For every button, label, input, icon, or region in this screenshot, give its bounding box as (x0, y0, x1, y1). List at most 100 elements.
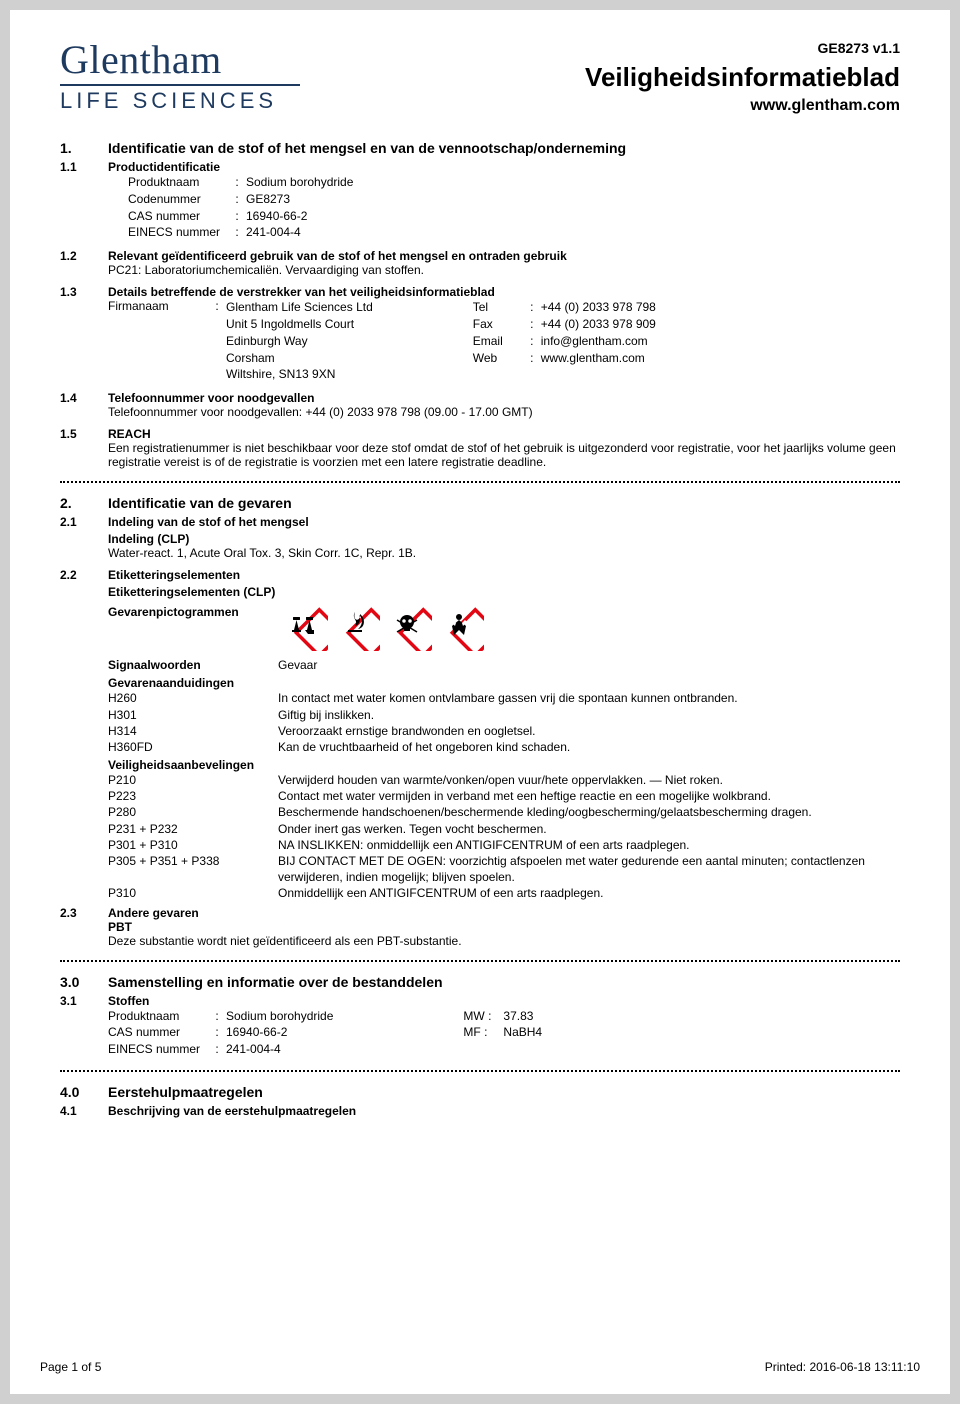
ghs-flame-icon (330, 601, 380, 651)
label: Gevarenaanduidingen (108, 676, 900, 690)
sub-num: 3.1 (60, 994, 108, 1058)
value: Sodium borohydride (226, 1008, 333, 1025)
text: Deze substantie wordt niet geïdentificee… (108, 934, 900, 948)
sec-num: 3.0 (60, 974, 108, 990)
header: Glentham LIFE SCIENCES GE8273 v1.1 Veili… (60, 40, 900, 115)
sub-title: Telefoonnummer voor noodgevallen (108, 391, 900, 405)
doc-web: www.glentham.com (585, 97, 900, 115)
sub-title: Beschrijving van de eerstehulpmaatregele… (108, 1104, 900, 1118)
addr-line: Unit 5 Ingoldmells Court (226, 316, 373, 333)
ghs-corrosion-icon (278, 601, 328, 651)
value: 37.83 (503, 1008, 533, 1025)
label: CAS nummer (108, 1024, 208, 1041)
section-divider (60, 1070, 900, 1072)
addr-line: Glentham Life Sciences Ltd (226, 299, 373, 316)
label: MF : (463, 1024, 503, 1041)
prec-code: P305 + P351 + P338 (108, 853, 278, 885)
sub-title: Stoffen (108, 994, 900, 1008)
label: EINECS nummer (108, 1041, 208, 1058)
text: Een registratienummer is niet beschikbaa… (108, 441, 900, 469)
haz-text: In contact met water komen ontvlambare g… (278, 690, 900, 706)
label: Produktnaam (108, 1008, 208, 1025)
sub-num: 2.3 (60, 906, 108, 948)
section-2: 2. Identificatie van de gevaren 2.1 Inde… (60, 495, 900, 947)
haz-text: Veroorzaakt ernstige brandwonden en oogl… (278, 723, 900, 739)
value: Sodium borohydride (246, 174, 353, 191)
sub-num: 2.1 (60, 515, 108, 560)
header-right: GE8273 v1.1 Veiligheidsinformatieblad ww… (585, 40, 900, 115)
label: Tel (473, 299, 523, 316)
prec-text: BIJ CONTACT MET DE OGEN: voorzichtig afs… (278, 853, 900, 885)
doc-code: GE8273 v1.1 (585, 40, 900, 56)
sec-title: Samenstelling en informatie over de best… (108, 974, 443, 990)
label: Codenummer (128, 191, 228, 208)
value: 241-004-4 (246, 224, 301, 241)
sub-title: REACH (108, 427, 900, 441)
label: Etiketteringselementen (CLP) (108, 585, 900, 599)
footer: Page 1 of 5 Printed: 2016-06-18 13:11:10 (40, 1360, 920, 1374)
haz-code: H301 (108, 707, 278, 723)
addr-line: Corsham (226, 350, 373, 367)
page-number: Page 1 of 5 (40, 1360, 101, 1374)
prec-text: Verwijderd houden van warmte/vonken/open… (278, 772, 900, 788)
logo-rule (60, 84, 300, 86)
prec-code: P310 (108, 885, 278, 901)
value: GE8273 (246, 191, 290, 208)
value: Gevaar (278, 657, 900, 673)
label: Veiligheidsaanbevelingen (108, 758, 900, 772)
doc-title: Veiligheidsinformatieblad (585, 62, 900, 93)
sub-title: Andere gevaren (108, 906, 900, 920)
section-4: 4.0 Eerstehulpmaatregelen 4.1 Beschrijvi… (60, 1084, 900, 1118)
sub-num: 1.4 (60, 391, 108, 419)
prec-code: P301 + P310 (108, 837, 278, 853)
value: 16940-66-2 (246, 208, 307, 225)
label: MW : (463, 1008, 503, 1025)
sub-title: Etiketteringselementen (108, 568, 900, 582)
value: +44 (0) 2033 978 909 (541, 316, 656, 333)
label: Email (473, 333, 523, 350)
label: CAS nummer (128, 208, 228, 225)
sec-num: 2. (60, 495, 108, 511)
prec-text: Onmiddellijk een ANTIGIFCENTRUM of een a… (278, 885, 900, 901)
ghs-skull-icon (382, 601, 432, 651)
prec-code: P231 + P232 (108, 821, 278, 837)
value: info@glentham.com (541, 333, 648, 350)
logo-block: Glentham LIFE SCIENCES (60, 40, 300, 115)
prec-text: Beschermende handschoenen/beschermende k… (278, 804, 900, 820)
haz-code: H314 (108, 723, 278, 739)
text: Telefoonnummer voor noodgevallen: +44 (0… (108, 405, 900, 419)
sub-title: Relevant geïdentificeerd gebruik van de … (108, 249, 900, 263)
ghs-health-hazard-icon (434, 601, 484, 651)
value: NaBH4 (503, 1024, 542, 1041)
text: PC21: Laboratoriumchemicaliën. Vervaardi… (108, 263, 900, 277)
sub-num: 1.3 (60, 285, 108, 383)
value: +44 (0) 2033 978 798 (541, 299, 656, 316)
value: 16940-66-2 (226, 1024, 287, 1041)
addr-line: Edinburgh Way (226, 333, 373, 350)
section-1: 1. Identificatie van de stof of het meng… (60, 140, 900, 469)
haz-code: H260 (108, 690, 278, 706)
document-page: Glentham LIFE SCIENCES GE8273 v1.1 Veili… (10, 10, 950, 1394)
prec-text: NA INSLIKKEN: onmiddellijk een ANTIGIFCE… (278, 837, 900, 853)
value: 241-004-4 (226, 1041, 281, 1058)
prec-code: P210 (108, 772, 278, 788)
label: Firmanaam (108, 299, 208, 383)
sec-title: Identificatie van de stof of het mengsel… (108, 140, 626, 156)
sec-num: 1. (60, 140, 108, 156)
sub-title: Details betreffende de verstrekker van h… (108, 285, 900, 299)
section-divider (60, 960, 900, 962)
pictogram-row (278, 601, 900, 651)
haz-text: Kan de vruchtbaarheid of het ongeboren k… (278, 739, 900, 755)
prec-text: Onder inert gas werken. Tegen vocht besc… (278, 821, 900, 837)
sub-title: Indeling van de stof of het mengsel (108, 515, 900, 529)
label: Produktnaam (128, 174, 228, 191)
sub-num: 1.1 (60, 160, 108, 241)
label: Signaalwoorden (108, 657, 278, 673)
sec-title: Eerstehulpmaatregelen (108, 1084, 263, 1100)
haz-code: H360FD (108, 739, 278, 755)
logo-main-text: Glentham (60, 40, 300, 80)
sub-num: 1.2 (60, 249, 108, 277)
sec-title: Identificatie van de gevaren (108, 495, 292, 511)
sub-num: 4.1 (60, 1104, 108, 1118)
label: Fax (473, 316, 523, 333)
